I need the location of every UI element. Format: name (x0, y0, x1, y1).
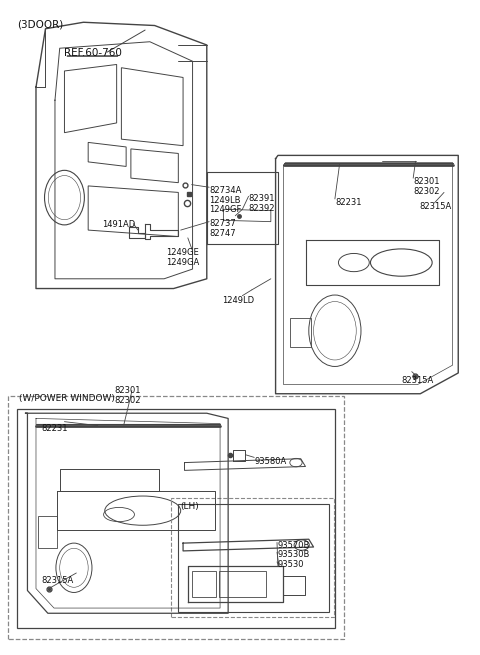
Text: 93530B: 93530B (277, 550, 310, 559)
Text: 82734A: 82734A (209, 186, 241, 195)
Text: 1249GA: 1249GA (167, 258, 200, 267)
Text: 82231: 82231 (42, 424, 68, 432)
Text: 82301: 82301 (413, 177, 440, 186)
Text: (LH): (LH) (180, 502, 200, 510)
Text: 1249LB: 1249LB (209, 196, 240, 204)
Text: 93580A: 93580A (254, 457, 287, 466)
Text: 93570B: 93570B (277, 540, 310, 550)
Text: 82315A: 82315A (401, 376, 433, 385)
Text: 82392: 82392 (249, 204, 275, 213)
Text: REF.60-760: REF.60-760 (64, 48, 122, 58)
Text: (3DOOR): (3DOOR) (17, 19, 63, 29)
Text: 82231: 82231 (335, 198, 361, 206)
Text: (W/POWER WINDOW): (W/POWER WINDOW) (19, 394, 115, 403)
Text: 82302: 82302 (413, 187, 440, 196)
Text: 82391: 82391 (249, 195, 275, 203)
Text: 1249LD: 1249LD (222, 296, 254, 305)
Text: 93530: 93530 (277, 560, 303, 569)
Text: 1249GF: 1249GF (209, 206, 241, 214)
Text: 82737: 82737 (209, 219, 236, 228)
Text: 82301: 82301 (114, 386, 141, 395)
Text: 82747: 82747 (209, 229, 236, 238)
Text: 82302: 82302 (114, 396, 141, 405)
Text: 82315A: 82315A (42, 576, 74, 585)
Text: 1249GE: 1249GE (167, 248, 199, 257)
Text: 1491AD: 1491AD (102, 220, 136, 229)
Text: 82315A: 82315A (420, 202, 452, 210)
